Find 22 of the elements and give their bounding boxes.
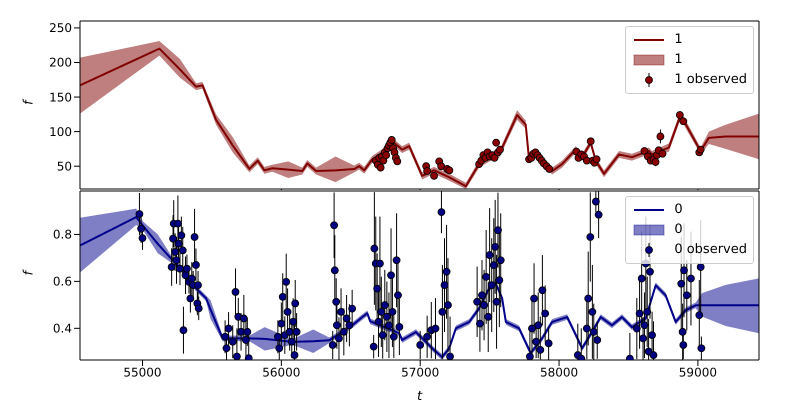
x-tick-label: 56000 <box>262 366 300 380</box>
y-tick-label: 0.6 <box>52 274 72 289</box>
legend-label: 0 observed <box>674 241 747 259</box>
y-tick-label: 200 <box>49 56 72 70</box>
x-tick-label: 58000 <box>540 366 578 380</box>
text: 1 <box>674 32 683 47</box>
legend-label: 1 observed <box>674 71 747 89</box>
x-tick-label: 55000 <box>123 366 162 380</box>
y-tick-label: 0.4 <box>52 322 72 336</box>
y-axis-title: f <box>22 98 37 105</box>
y-tick-label: 250 <box>49 21 72 36</box>
x-tick-label: 57000 <box>401 366 440 380</box>
y-tick-label: 0.8 <box>52 228 72 242</box>
y-tick-label: 100 <box>49 124 72 139</box>
text: 0 <box>674 202 683 217</box>
y-axis-title: f <box>22 268 37 276</box>
x-tick-label: 59000 <box>678 366 717 380</box>
x-axis-title: t <box>416 389 423 400</box>
legend-label: 0 <box>674 221 683 239</box>
y-tick-label: 50 <box>56 159 72 174</box>
y-tick-label: 150 <box>49 90 72 104</box>
legend-label: 1 <box>674 51 683 69</box>
